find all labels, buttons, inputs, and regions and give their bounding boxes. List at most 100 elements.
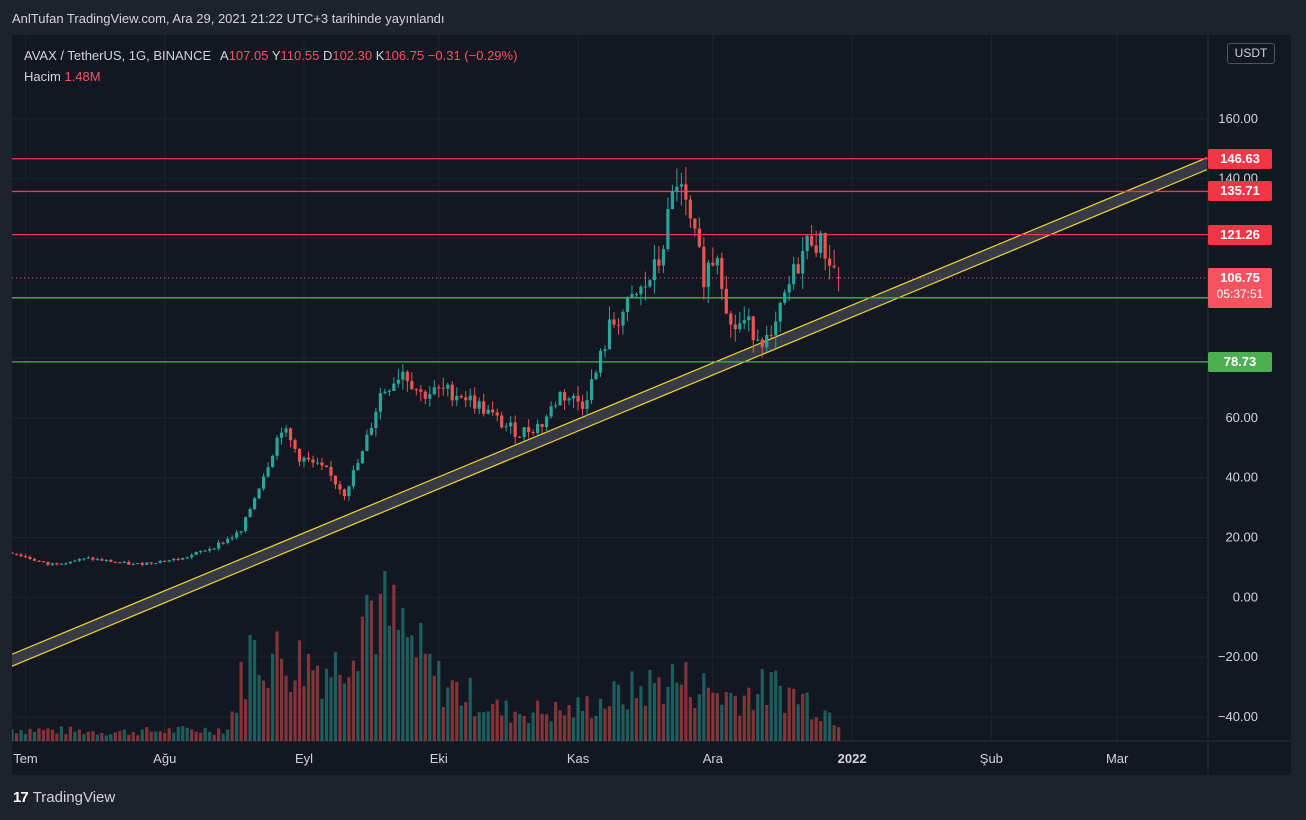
candle-body — [814, 245, 818, 253]
volume-bar — [190, 729, 194, 741]
candle-body — [55, 563, 59, 565]
candle-body — [464, 397, 468, 401]
volume-bar — [244, 699, 248, 741]
volume-bar — [252, 639, 257, 741]
volume-bar — [441, 707, 445, 741]
candle-body — [634, 294, 639, 296]
candle-body — [603, 349, 607, 351]
candle-body — [607, 319, 612, 350]
volume-bar — [571, 717, 576, 741]
candle-body — [320, 462, 324, 466]
candle-body — [598, 350, 603, 373]
candle-body — [14, 553, 19, 555]
volume-label[interactable]: Hacim — [24, 69, 61, 84]
volume-bar — [185, 727, 189, 741]
published-caption: AnlTufan TradingView.com, Ara 29, 2021 2… — [12, 11, 445, 26]
candle-body — [356, 463, 360, 471]
volume-bar — [37, 728, 41, 741]
candle-body — [594, 372, 598, 380]
candle-body — [670, 191, 674, 209]
volume-bar — [104, 735, 108, 741]
candle-body — [419, 389, 423, 392]
symbol-title[interactable]: AVAX / TetherUS, 1G, BINANCE — [24, 48, 212, 63]
candle-body — [450, 384, 454, 401]
volume-bar — [711, 692, 715, 741]
volume-bar — [279, 658, 284, 741]
volume-bar — [661, 703, 666, 741]
volume-bar — [702, 673, 706, 741]
candle-body — [562, 392, 567, 401]
volume-bar — [122, 729, 126, 741]
volume-bar — [495, 699, 499, 741]
volume-bar — [392, 584, 396, 741]
candle-body — [774, 321, 778, 336]
candle-body — [266, 467, 270, 477]
candle-body — [82, 558, 86, 560]
candle-body — [365, 434, 369, 452]
volume-bar — [428, 653, 432, 741]
candle-body — [545, 416, 549, 427]
volume-bar — [553, 701, 558, 741]
volume-bar — [266, 688, 270, 741]
volume-bar — [311, 670, 315, 741]
candle-body — [589, 379, 594, 401]
price-chart[interactable]: 160.00140.0060.0040.0020.000.00−20.00−40… — [12, 35, 1291, 775]
volume-bar — [284, 675, 288, 741]
candle-body — [293, 440, 297, 449]
currency-button[interactable]: USDT — [1227, 43, 1275, 64]
candle-body — [576, 395, 580, 402]
volume-bar — [706, 687, 710, 741]
candle-body — [19, 554, 23, 557]
volume-bar — [589, 718, 594, 741]
candle-body — [805, 235, 809, 252]
candle-body — [203, 550, 207, 552]
volume-bar — [50, 729, 55, 741]
candle-body — [540, 424, 544, 427]
volume-bar — [149, 731, 153, 741]
candle-body — [738, 323, 742, 330]
candle-body — [12, 552, 14, 554]
candle-body — [311, 459, 315, 463]
volume-bar — [486, 711, 490, 741]
candle-body — [324, 465, 329, 467]
volume-bar — [41, 730, 46, 741]
volume-bar — [801, 693, 805, 741]
volume-bar — [518, 713, 522, 741]
candle-body — [697, 228, 701, 247]
low-value: 102.30 — [332, 48, 373, 63]
volume-bar — [562, 715, 567, 741]
volume-bar — [176, 726, 180, 741]
volume-bar — [437, 660, 441, 741]
candle-body — [167, 560, 171, 562]
candle-body — [145, 562, 149, 565]
candle-body — [751, 316, 755, 341]
volume-bar — [446, 687, 450, 741]
price-axis-label: 20.00 — [1225, 530, 1258, 545]
channel-upper-line — [12, 157, 1208, 655]
price-level-tag: 78.73 — [1208, 351, 1272, 372]
candle-body — [91, 557, 95, 560]
chart-pane[interactable]: 160.00 140.00 60.00 40.00 20.00 0.00 −20.00 −40… — [12, 35, 1291, 775]
volume-bar — [598, 698, 603, 741]
candle-body — [513, 422, 517, 437]
tradingview-brand: 17 TradingView — [13, 789, 115, 806]
last-price-tag: 106.75 05:37:51 — [1208, 268, 1272, 308]
volume-bar — [365, 594, 369, 741]
candle-body — [77, 558, 81, 561]
volume-bar — [167, 728, 171, 741]
volume-bar — [464, 702, 468, 741]
candle-body — [374, 411, 378, 429]
candle-body — [396, 379, 400, 384]
candle-body — [95, 559, 99, 561]
volume-bar — [648, 669, 652, 741]
volume-bar — [140, 729, 144, 741]
time-axis-label: 2022 — [838, 751, 867, 766]
candle-body — [527, 427, 531, 433]
volume-bar — [387, 625, 391, 741]
candle-body — [329, 466, 333, 476]
volume-bar — [172, 732, 176, 741]
candle-body — [796, 264, 800, 274]
volume-bar — [675, 682, 679, 741]
volume-value: 1.48M — [64, 69, 101, 84]
time-axis-label: Eyl — [295, 751, 313, 766]
